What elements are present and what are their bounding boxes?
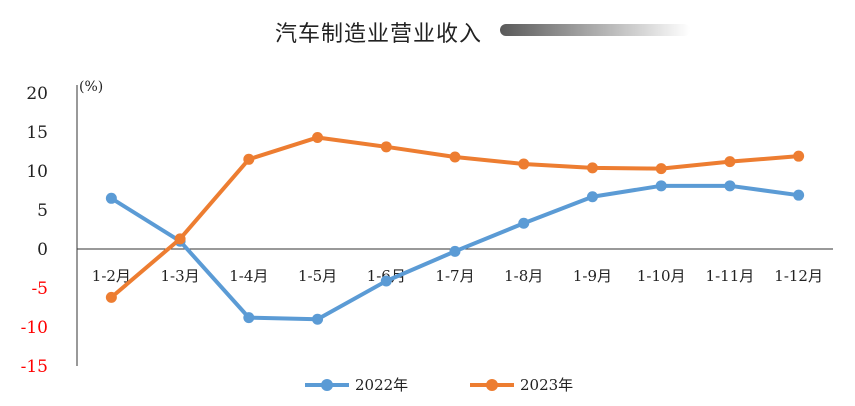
data-point-series-2 bbox=[312, 131, 324, 143]
data-point-series-1 bbox=[793, 189, 805, 201]
data-point-series-2 bbox=[105, 291, 117, 303]
legend-label: 2023年 bbox=[520, 376, 574, 394]
x-tick-label: 1-10月 bbox=[637, 267, 686, 285]
data-point-series-2 bbox=[793, 150, 805, 162]
data-point-series-2 bbox=[243, 153, 255, 165]
data-point-series-2 bbox=[586, 162, 598, 174]
data-point-series-1 bbox=[243, 312, 255, 324]
data-point-series-1 bbox=[105, 192, 117, 204]
data-point-series-1 bbox=[655, 180, 667, 192]
x-tick-label: 1-12月 bbox=[774, 267, 823, 285]
data-point-series-2 bbox=[724, 156, 736, 168]
x-tick-label: 1-9月 bbox=[573, 267, 612, 285]
x-tick-label: 1-7月 bbox=[435, 267, 474, 285]
x-tick-label: 1-4月 bbox=[229, 267, 268, 285]
x-tick-label: 1-2月 bbox=[92, 267, 131, 285]
data-point-series-1 bbox=[312, 313, 324, 325]
x-tick-label: 1-3月 bbox=[161, 267, 200, 285]
legend-item-2023: 2023年 bbox=[470, 374, 573, 395]
y-axis-unit-label: (%) bbox=[79, 79, 103, 95]
y-tick-label: 5 bbox=[37, 201, 48, 221]
y-tick-label: -15 bbox=[21, 357, 48, 377]
legend-line-icon bbox=[470, 378, 514, 391]
data-point-series-1 bbox=[449, 245, 461, 257]
y-tick-label: -10 bbox=[21, 318, 48, 338]
y-tick-label: 10 bbox=[26, 162, 48, 182]
y-tick-label: 0 bbox=[37, 240, 48, 260]
y-tick-label: -5 bbox=[31, 279, 48, 299]
data-point-series-1 bbox=[518, 217, 530, 229]
y-tick-label: 20 bbox=[26, 84, 48, 104]
y-tick-label: 15 bbox=[26, 123, 48, 143]
data-point-series-2 bbox=[518, 158, 530, 170]
legend-line-icon bbox=[305, 378, 349, 391]
data-point-series-1 bbox=[724, 180, 736, 192]
x-tick-label: 1-8月 bbox=[504, 267, 543, 285]
title-fade-decoration bbox=[500, 24, 690, 36]
data-point-series-2 bbox=[449, 151, 461, 163]
data-point-series-1 bbox=[380, 275, 392, 287]
x-tick-label: 1-11月 bbox=[706, 267, 755, 285]
chart-title: 汽车制造业营业收入 bbox=[275, 22, 483, 47]
legend-label: 2022年 bbox=[355, 376, 409, 394]
legend-item-2022: 2022年 bbox=[305, 374, 408, 395]
data-point-series-2 bbox=[655, 163, 667, 175]
data-point-series-2 bbox=[380, 141, 392, 153]
data-point-series-1 bbox=[586, 191, 598, 203]
x-tick-label: 1-5月 bbox=[298, 267, 337, 285]
data-point-series-2 bbox=[174, 233, 186, 245]
